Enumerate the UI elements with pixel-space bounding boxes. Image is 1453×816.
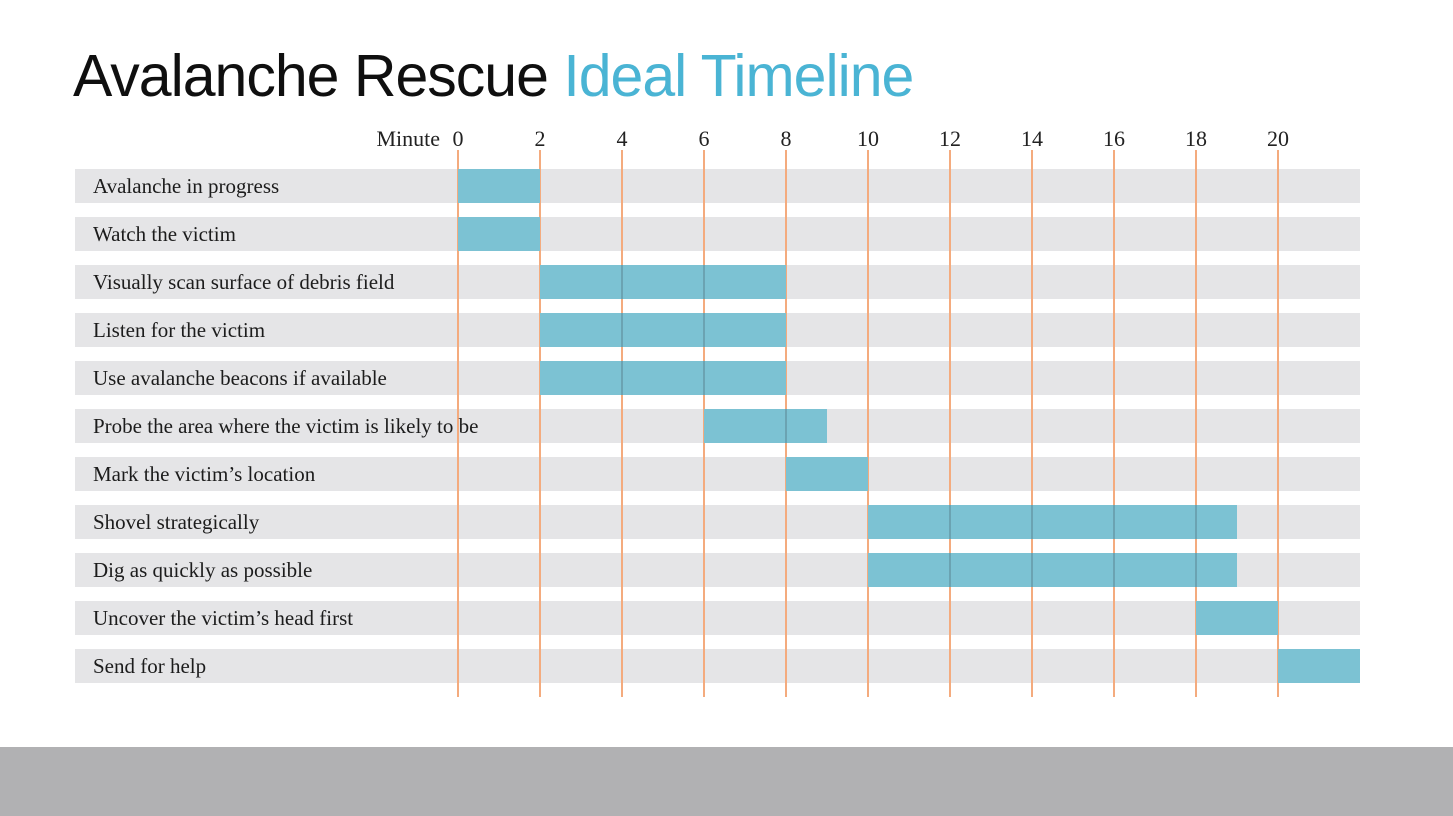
axis-tick-label: 2 [534, 126, 546, 151]
gridline-overlay [621, 313, 623, 347]
task-label: Avalanche in progress [93, 174, 280, 198]
gridline-overlay [949, 505, 951, 539]
task-bar [540, 313, 786, 347]
gridline-overlay [1113, 505, 1115, 539]
task-label: Watch the victim [93, 222, 236, 246]
task-label: Send for help [93, 654, 207, 678]
gridline [949, 150, 951, 697]
task-bar [540, 265, 786, 299]
task-label: Mark the victim’s location [93, 462, 316, 486]
task-row: Probe the area where the victim is likel… [75, 409, 1360, 443]
gridline [867, 150, 869, 697]
axis-tick-label: 14 [1021, 126, 1043, 151]
task-label: Visually scan surface of debris field [93, 270, 395, 294]
task-label: Probe the area where the victim is likel… [93, 414, 479, 438]
axis-tick-label: 18 [1185, 126, 1207, 151]
axis-tick-label: 0 [452, 126, 464, 151]
task-row: Avalanche in progress [75, 169, 1360, 203]
footer-nav-bar: Traverse Shovel Eric Brunt IntroductionP… [0, 747, 1453, 816]
task-bar [1278, 649, 1360, 683]
axis-tick-label: 20 [1267, 126, 1289, 151]
axis-tick-label: 4 [616, 126, 628, 151]
gridline-overlay [621, 361, 623, 395]
title-accent: Ideal Timeline [563, 43, 914, 109]
task-row: Watch the victim [75, 217, 1360, 251]
task-bar [868, 553, 1237, 587]
gridline-overlay [703, 313, 705, 347]
axis-tick-label: 12 [939, 126, 961, 151]
task-row: Use avalanche beacons if available [75, 361, 1360, 395]
task-label: Use avalanche beacons if available [93, 366, 387, 390]
gridline-overlay [1195, 505, 1197, 539]
task-bar [868, 505, 1237, 539]
task-label: Uncover the victim’s head first [93, 606, 354, 630]
gridline-overlay [703, 361, 705, 395]
task-label: Dig as quickly as possible [93, 558, 313, 582]
task-row: Listen for the victim [75, 313, 1360, 347]
gridline [539, 150, 541, 697]
task-row: Uncover the victim’s head first [75, 601, 1360, 635]
gridline-overlay [621, 265, 623, 299]
axis-tick-label: 16 [1103, 126, 1125, 151]
task-bar [786, 457, 868, 491]
gridline [1113, 150, 1115, 697]
axis-tick-label: 10 [857, 126, 879, 151]
task-row: Shovel strategically [75, 505, 1360, 539]
gridline-overlay [785, 409, 787, 443]
gridline-overlay [1113, 553, 1115, 587]
gridline-overlay [1195, 553, 1197, 587]
gridline [1195, 150, 1197, 697]
gridline-overlay [1031, 553, 1033, 587]
gridline [1031, 150, 1033, 697]
axis-tick-label: 6 [698, 126, 710, 151]
axis-tick-label: 8 [780, 126, 792, 151]
task-row: Visually scan surface of debris field [75, 265, 1360, 299]
gridline-overlay [1031, 505, 1033, 539]
task-bar [458, 169, 540, 203]
task-label: Shovel strategically [93, 510, 260, 534]
task-row: Dig as quickly as possible [75, 553, 1360, 587]
task-bar [704, 409, 827, 443]
task-label: Listen for the victim [93, 318, 266, 342]
task-row: Mark the victim’s location [75, 457, 1360, 491]
gridline [621, 150, 623, 697]
page-title: Avalanche Rescue Ideal Timeline [73, 42, 914, 110]
axis-unit-label: Minute [376, 126, 440, 151]
gridline [457, 150, 459, 697]
gridline-overlay [703, 265, 705, 299]
gridline [1277, 150, 1279, 697]
title-main: Avalanche Rescue [73, 43, 549, 109]
task-bar [1196, 601, 1278, 635]
task-row: Send for help [75, 649, 1360, 683]
task-bar [458, 217, 540, 251]
task-bar [540, 361, 786, 395]
gridline-overlay [949, 553, 951, 587]
